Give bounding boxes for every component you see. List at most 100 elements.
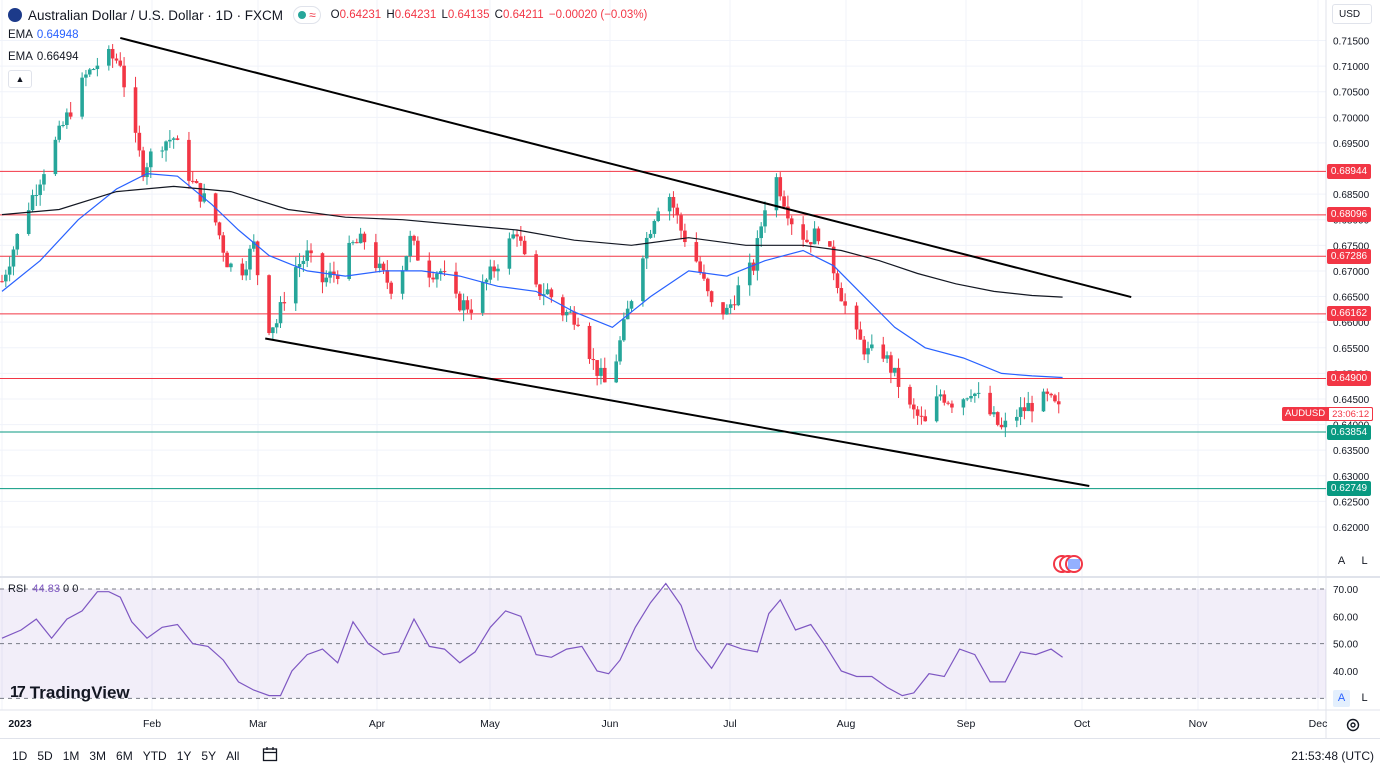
candle-body bbox=[34, 195, 39, 197]
candle-body bbox=[648, 233, 653, 238]
ohlc-values: O0.64231 H0.64231 L0.64135 C0.64211 −0.0… bbox=[331, 9, 650, 21]
ema_fast-line bbox=[1, 172, 1063, 379]
price-tick-label: 0.67500 bbox=[1333, 241, 1370, 252]
price-tick-label: 0.63000 bbox=[1333, 472, 1370, 483]
candle-body bbox=[938, 394, 943, 397]
candle-body bbox=[251, 241, 256, 249]
price-tick-label: 0.69500 bbox=[1333, 139, 1370, 150]
lower-channel-line bbox=[265, 337, 1090, 488]
candle-body bbox=[458, 293, 462, 311]
candle-body bbox=[385, 270, 390, 283]
candle-body bbox=[381, 263, 386, 271]
price-tick-label: 0.68500 bbox=[1333, 190, 1370, 201]
timeframe-all[interactable]: All bbox=[226, 749, 240, 763]
rsi-log-scale-button[interactable]: L bbox=[1361, 692, 1368, 704]
level-tag-0.68944: 0.68944 bbox=[1327, 163, 1371, 179]
calendar-goto-icon[interactable] bbox=[262, 746, 278, 762]
timeframe-6m[interactable]: 6M bbox=[116, 749, 133, 763]
candle-body bbox=[496, 268, 500, 272]
settings-gear-icon[interactable] bbox=[1345, 717, 1361, 733]
candle-body bbox=[278, 302, 283, 324]
horizontal-levels bbox=[0, 170, 1326, 490]
economic-events-icon[interactable] bbox=[1052, 554, 1088, 574]
candle-body bbox=[141, 150, 145, 178]
candle-body bbox=[675, 207, 680, 216]
candle-body bbox=[652, 220, 657, 234]
candle-body bbox=[854, 305, 859, 330]
price-tick-label: 0.70500 bbox=[1333, 88, 1370, 99]
candle-body bbox=[95, 65, 100, 70]
upper-channel-line bbox=[120, 36, 1132, 299]
candle-body bbox=[950, 403, 954, 408]
candle-body bbox=[835, 273, 840, 289]
timeframe-buttons: 1D 5D 1M 3M 6M YTD 1Y 5Y All bbox=[12, 749, 239, 763]
candle-body bbox=[1041, 391, 1046, 412]
candle-body bbox=[671, 196, 676, 208]
candle-body bbox=[721, 302, 725, 315]
candle-body bbox=[999, 424, 1004, 428]
chart-grid bbox=[0, 0, 1380, 738]
market-status-pill[interactable]: ≈ bbox=[293, 6, 321, 24]
symbol-title[interactable]: Australian Dollar / U.S. Dollar · 1D · F… bbox=[28, 7, 284, 23]
timeframe-ytd[interactable]: YTD bbox=[142, 749, 167, 763]
candle-body bbox=[782, 196, 786, 207]
auto-scale-button[interactable]: A bbox=[1337, 555, 1346, 567]
candle-body bbox=[1056, 401, 1061, 405]
candle-body bbox=[42, 174, 46, 185]
candle-body bbox=[229, 263, 233, 268]
candle-body bbox=[408, 235, 413, 257]
candle-body bbox=[911, 404, 916, 410]
candle-body bbox=[599, 367, 603, 376]
rsi-legend[interactable]: RSI 44.83 0 0 bbox=[8, 583, 78, 595]
candlestick-series bbox=[0, 44, 1061, 438]
candle-body bbox=[789, 218, 794, 225]
high-label: H bbox=[386, 9, 395, 21]
low-value: 0.64135 bbox=[447, 9, 490, 21]
close-value: 0.64211 bbox=[502, 9, 544, 21]
time-tick-label: May bbox=[480, 718, 501, 730]
candle-body bbox=[511, 234, 516, 239]
utc-clock[interactable]: 21:53:48 (UTC) bbox=[1291, 749, 1374, 763]
ema-fast-legend[interactable]: EMA 0.64948 bbox=[8, 29, 79, 41]
candle-body bbox=[53, 139, 58, 175]
currency-button[interactable]: USD bbox=[1332, 4, 1372, 24]
ema-slow-legend[interactable]: EMA 0.66494 bbox=[8, 51, 79, 63]
timeframe-1m[interactable]: 1M bbox=[62, 749, 80, 763]
price-tick-label: 0.66500 bbox=[1333, 293, 1370, 304]
candle-body bbox=[175, 138, 180, 140]
candle-body bbox=[412, 235, 416, 241]
candle-body bbox=[240, 263, 245, 276]
candle-body bbox=[622, 319, 626, 341]
candle-body bbox=[885, 355, 889, 359]
price-tick-label: 0.62500 bbox=[1333, 497, 1370, 508]
timeframe-1d[interactable]: 1D bbox=[12, 749, 28, 763]
time-tick-label: Sep bbox=[957, 718, 976, 730]
timeframe-5y[interactable]: 5Y bbox=[201, 749, 217, 763]
candle-body bbox=[187, 139, 191, 181]
timeframe-1y[interactable]: 1Y bbox=[176, 749, 192, 763]
candle-body bbox=[595, 360, 599, 376]
candle-body bbox=[889, 355, 893, 373]
candle-body bbox=[709, 291, 714, 303]
timeframe-5d[interactable]: 5D bbox=[37, 749, 53, 763]
candle-body bbox=[110, 48, 115, 59]
candle-body bbox=[465, 300, 470, 310]
collapse-legend-button[interactable]: ▲ bbox=[8, 70, 32, 88]
candle-body bbox=[702, 272, 706, 279]
candle-body bbox=[786, 206, 790, 219]
candle-body bbox=[198, 183, 203, 202]
rsi-auto-scale-button[interactable]: A bbox=[1333, 690, 1350, 707]
timeframe-3m[interactable]: 3M bbox=[89, 749, 107, 763]
candle-body bbox=[942, 394, 947, 403]
candle-body bbox=[618, 340, 622, 362]
candle-body bbox=[858, 329, 863, 340]
candle-body bbox=[68, 112, 73, 117]
candle-body bbox=[26, 210, 31, 234]
tradingview-logo[interactable]: 17 TradingView bbox=[10, 683, 130, 703]
candle-body bbox=[484, 279, 489, 283]
candle-body bbox=[114, 58, 119, 61]
log-scale-button[interactable]: L bbox=[1361, 555, 1368, 567]
candle-body bbox=[725, 307, 729, 315]
candle-body bbox=[625, 308, 630, 320]
